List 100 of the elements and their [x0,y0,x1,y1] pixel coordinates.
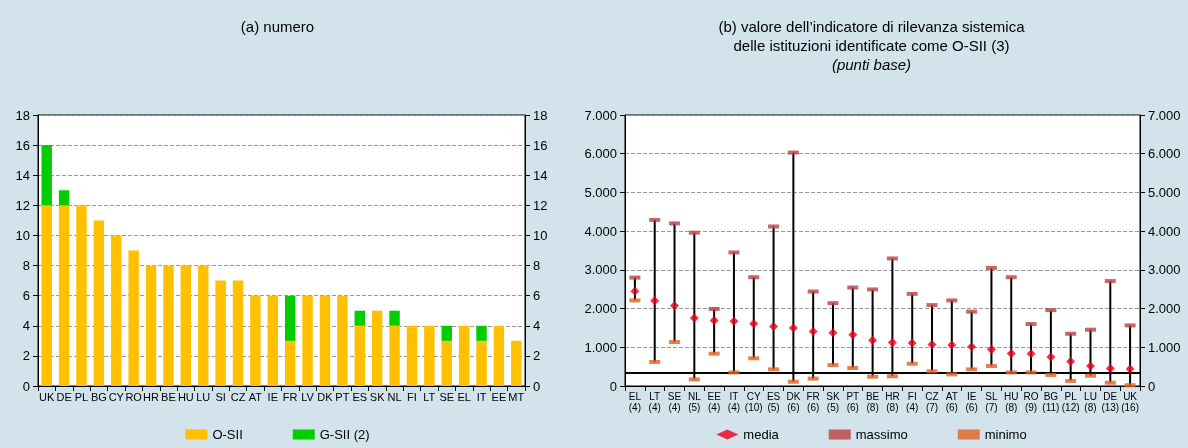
x-tick-label: RO (9) [1023,391,1039,413]
bar [493,325,505,386]
point [986,344,996,354]
y2-tick-label: 3.000 [1148,262,1181,278]
x-tick-label: BE (8) [865,391,880,413]
bar [389,325,400,386]
point [670,301,680,311]
point [907,338,917,348]
y2-tick-label: 10 [533,227,548,243]
point [1006,348,1016,358]
point [1085,361,1095,371]
bar [284,340,296,386]
x-tick-label: HU (8) [1004,391,1019,413]
x-tick-label: HR (8) [885,391,900,413]
y-tick-label: 2.000 [584,301,617,317]
bar [354,325,365,386]
x-tick-label: MT [508,390,525,403]
x-tick-label: EE (4) [707,391,722,413]
x-tick-label: DK (6) [786,391,801,413]
x-tick-label: SK [369,390,386,403]
y2-tick-label: 1.000 [1148,339,1181,355]
x-tick-label: SE [439,390,455,403]
y2-tick-label: 5.000 [1148,184,1181,200]
y-tick-label: 5.000 [584,184,617,200]
point [868,335,878,345]
point [689,313,699,323]
bar [284,295,296,341]
x-tick-label: CY (10) [744,391,763,413]
y2-tick-label: 6.000 [1148,146,1181,162]
bar [93,220,105,386]
x-tick-label: PT [335,390,350,403]
y2-tick-label: 8 [533,258,541,274]
x-tick-label: UK [39,390,55,403]
y-tick-label: 6 [22,288,30,304]
point [1066,357,1076,367]
y-tick-label: 1.000 [584,339,617,355]
bar [41,205,52,386]
legend-label: G-SII (2) [319,427,370,442]
x-tick-label: FR (6) [806,391,820,413]
x-tick-label: DE [56,390,72,403]
x-tick-label: CZ (7) [925,391,939,413]
y-tick-label: 3.000 [584,262,617,278]
x-tick-label: NL [387,390,402,403]
bar [476,340,487,386]
x-tick-label: SK (5) [826,391,840,413]
bar [145,265,157,386]
chart-title: (b) valore dell’indicatore di rilevanza sistemica delle istituzioni identificate come O-SII (3) [718,18,1026,54]
y-tick-label: 0 [22,378,30,394]
x-tick-label: LT [423,390,436,403]
x-tick-label: LU (8) [1084,391,1097,413]
x-tick-label: DE (13) [1101,391,1120,413]
x-tick-label: DK [317,390,334,403]
x-tick-label: FI (4) [906,391,919,413]
y-tick-label: 8 [22,258,30,274]
point [828,328,838,338]
legend-label: massimo [855,427,908,442]
x-tick-label: HU [177,390,194,403]
bar [232,280,244,386]
y2-tick-label: 2.000 [1148,301,1181,317]
bar [354,310,365,326]
y-tick-label: 7.000 [584,107,617,123]
bar [476,325,487,341]
y2-tick-label: 2 [533,348,541,364]
x-tick-label: SI [215,390,226,403]
x-tick-label: SE (4) [667,391,682,413]
bar [319,295,331,386]
point [947,340,957,350]
point [709,315,719,325]
bar [441,325,452,341]
x-tick-label: ES [352,390,368,403]
chart-subtitle: (punti base) [831,56,912,73]
y2-tick-label: 16 [533,137,548,153]
bar [267,295,279,386]
legend-label: media [743,427,780,442]
bar [458,325,470,386]
y2-tick-label: 7.000 [1148,107,1181,123]
x-tick-label: EL (4) [628,391,642,413]
y2-tick-label: 4 [533,318,541,334]
bar [163,265,174,386]
x-tick-label: FR [282,390,298,403]
point [729,316,739,326]
x-tick-label: EL [457,390,471,403]
bar [302,295,313,386]
point [1046,352,1056,362]
x-tick-label: CZ [230,390,246,403]
legend-label: minimo [984,427,1027,442]
y2-tick-label: 0 [1148,378,1156,394]
point [788,323,798,333]
x-tick-label: ES (5) [766,391,781,413]
point [630,286,640,296]
bar [389,310,400,326]
x-tick-label: PL [74,390,89,403]
y-tick-label: 4 [22,318,30,334]
x-tick-label: LU [196,390,211,403]
legend-label: O-SII [212,427,243,442]
y2-tick-label: 18 [533,107,548,123]
bar [406,325,418,386]
point [650,296,660,306]
bar [128,250,139,386]
x-tick-label: BE [161,390,176,403]
